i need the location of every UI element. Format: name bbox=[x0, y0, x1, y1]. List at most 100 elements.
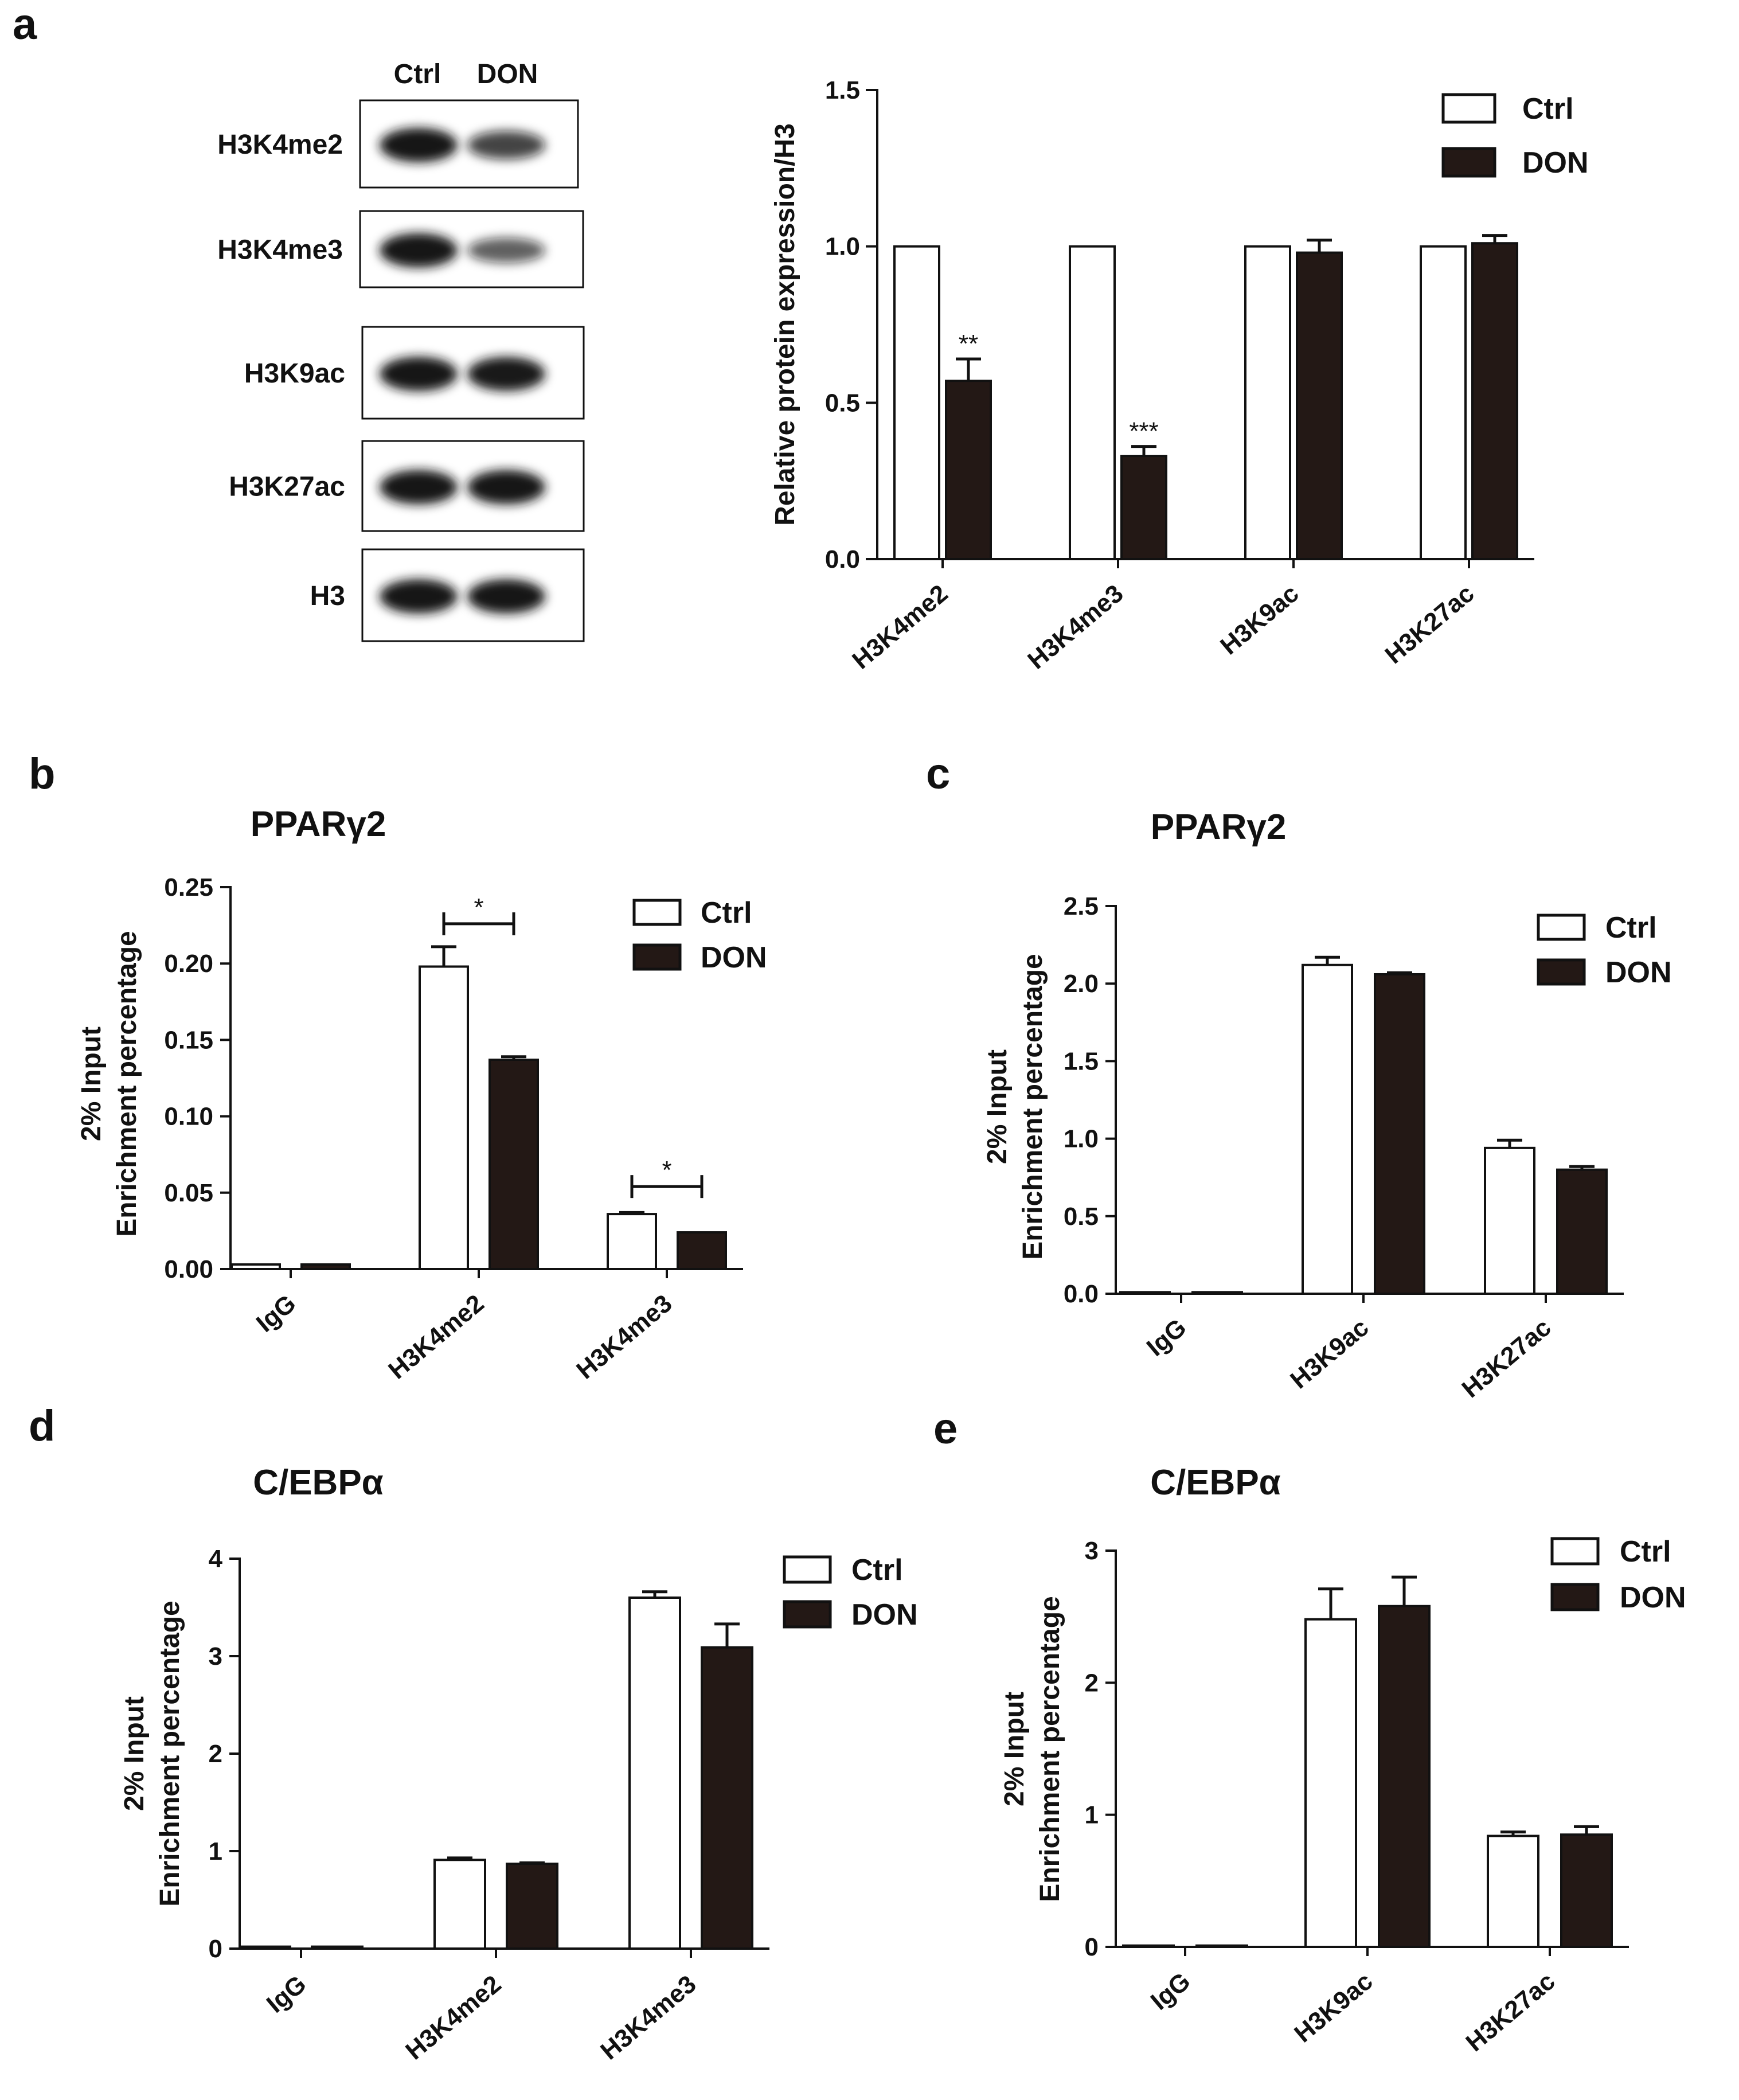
x-tick-label: H3K4me2 bbox=[847, 579, 953, 674]
bar-h3k4me2-don bbox=[945, 380, 992, 560]
panel-label-d: d bbox=[29, 1402, 55, 1450]
bar-h3k9ac-don bbox=[1378, 1605, 1431, 1948]
blot-band-ctrl bbox=[380, 579, 458, 614]
x-tick-label: H3K27ac bbox=[1380, 579, 1480, 669]
bar-h3k4me2-ctrl bbox=[419, 965, 469, 1270]
y-tick-label: 0 bbox=[209, 1935, 222, 1963]
y-axis-label: 2% Input Enrichment percentage bbox=[999, 1596, 1065, 1902]
chart-title: C/EBPα bbox=[253, 1463, 384, 1502]
legend-swatch-don bbox=[1537, 958, 1586, 986]
blot-band-ctrl bbox=[380, 233, 458, 268]
x-tick-label: H3K27ac bbox=[1457, 1313, 1557, 1403]
y-axis-label: Relative protein expression/H3 bbox=[770, 123, 800, 526]
blot-row-label: H3K4me2 bbox=[217, 130, 343, 160]
blot-row-label: H3K27ac bbox=[229, 472, 345, 502]
y-tick-label: 2 bbox=[209, 1740, 222, 1768]
y-tick-label: 3 bbox=[209, 1642, 222, 1670]
legend-swatch-ctrl bbox=[783, 1555, 832, 1584]
legend-label-don: DON bbox=[851, 1598, 918, 1631]
x-tick-label: IgG bbox=[1146, 1967, 1196, 2016]
bar-h3k9ac-ctrl bbox=[1304, 1618, 1357, 1949]
chart-title: C/EBPα bbox=[1150, 1463, 1281, 1502]
bar-igg-ctrl bbox=[230, 1263, 281, 1271]
y-axis-label-line: 2% Input bbox=[999, 1692, 1030, 1806]
bar-igg-ctrl bbox=[1119, 1291, 1171, 1295]
chart-d: d C/EBPα 2% Input Enrichment percentage 0 1 2 3… bbox=[29, 1402, 918, 2066]
chart-b: b PPARγ2 2% Input Enrichment percentage 0.00… bbox=[29, 750, 767, 1385]
legend-swatch-don bbox=[1441, 147, 1496, 178]
y-tick-label: 0 bbox=[1085, 1933, 1099, 1961]
legend-swatch-ctrl bbox=[1537, 914, 1586, 941]
bar-h3k9ac-ctrl bbox=[1244, 245, 1291, 560]
legend-swatch-don bbox=[632, 943, 682, 971]
legend-swatch-ctrl bbox=[1441, 93, 1496, 124]
y-tick-label: 0.00 bbox=[164, 1255, 213, 1283]
bar-h3k27ac-don bbox=[1560, 1833, 1613, 1948]
y-tick-label: 1.5 bbox=[825, 76, 860, 104]
bar-igg-ctrl bbox=[1122, 1944, 1175, 1949]
bar-igg-ctrl bbox=[239, 1945, 291, 1950]
y-tick-label: 0.5 bbox=[825, 389, 860, 417]
bar-igg-don bbox=[311, 1945, 364, 1950]
x-tick-label: H3K4me2 bbox=[400, 1970, 506, 2065]
x-tick-label: IgG bbox=[251, 1289, 302, 1338]
y-axis-label: 2% Input Enrichment percentage bbox=[76, 931, 142, 1236]
blot-column-don: DON bbox=[477, 59, 538, 89]
y-axis-label-line: Enrichment percentage bbox=[112, 931, 142, 1236]
blot-band-ctrl bbox=[380, 470, 458, 505]
bar-h3k4me3-ctrl bbox=[607, 1213, 657, 1270]
panel-label-a: a bbox=[13, 0, 37, 49]
x-tick-label: H3K9ac bbox=[1289, 1967, 1378, 2048]
bar-igg-don bbox=[300, 1263, 351, 1271]
bar-h3k4me2-don bbox=[506, 1863, 558, 1950]
y-tick-label: 1 bbox=[209, 1837, 222, 1865]
blot-row-label: H3K9ac bbox=[244, 358, 345, 389]
y-tick-label: 0.0 bbox=[825, 545, 860, 573]
legend-label-don: DON bbox=[701, 941, 767, 974]
x-tick-label: H3K9ac bbox=[1215, 579, 1304, 660]
blot-band-don bbox=[467, 237, 545, 263]
bar-h3k27ac-don bbox=[1556, 1168, 1608, 1295]
chart-a: Relative protein expression/H3 0.0 0.5 1.0 1… bbox=[770, 76, 1589, 675]
y-tick-label: 2.0 bbox=[1064, 970, 1099, 998]
bar-h3k9ac-don bbox=[1296, 251, 1343, 561]
y-tick-label: 0.0 bbox=[1064, 1280, 1099, 1308]
chart-title: PPARγ2 bbox=[1151, 807, 1287, 847]
blot-band-don bbox=[467, 579, 545, 614]
y-tick-label: 1 bbox=[1085, 1801, 1099, 1829]
x-tick-label: IgG bbox=[1142, 1313, 1192, 1362]
panel-label-c: c bbox=[926, 750, 950, 798]
x-tick-label: IgG bbox=[261, 1970, 312, 2019]
legend-label-don: DON bbox=[1605, 956, 1672, 989]
bar-h3k9ac-don bbox=[1374, 973, 1425, 1295]
y-tick-label: 0.05 bbox=[164, 1179, 213, 1207]
x-tick-label: H3K9ac bbox=[1285, 1313, 1374, 1394]
legend-swatch-ctrl bbox=[632, 899, 682, 926]
bar-h3k9ac-ctrl bbox=[1302, 963, 1353, 1295]
blot-row-label: H3K4me3 bbox=[217, 235, 343, 266]
bar-h3k4me3-ctrl bbox=[1069, 245, 1116, 560]
y-tick-label: 3 bbox=[1085, 1537, 1099, 1565]
bar-h3k27ac-ctrl bbox=[1487, 1834, 1539, 1949]
blot-band-don bbox=[467, 470, 545, 505]
blot-band-ctrl bbox=[380, 128, 458, 162]
y-tick-label: 0.10 bbox=[164, 1103, 213, 1131]
x-tick-label: H3K4me3 bbox=[1022, 579, 1128, 674]
y-tick-label: 0.15 bbox=[164, 1026, 213, 1054]
significance-marker: *** bbox=[1129, 417, 1158, 446]
y-tick-label: 2.5 bbox=[1064, 892, 1099, 920]
panel-label-b: b bbox=[29, 750, 55, 798]
bar-igg-don bbox=[1195, 1944, 1248, 1949]
legend-label-don: DON bbox=[1620, 1581, 1686, 1614]
x-tick-label: H3K4me2 bbox=[383, 1289, 489, 1384]
legend-label-ctrl: Ctrl bbox=[1620, 1535, 1671, 1568]
legend-label-ctrl: Ctrl bbox=[1605, 911, 1657, 944]
blot-row-label: H3 bbox=[310, 581, 345, 611]
legend-label-ctrl: Ctrl bbox=[701, 896, 752, 930]
y-tick-label: 0.25 bbox=[164, 873, 213, 901]
y-axis-label-line: Enrichment percentage bbox=[155, 1601, 185, 1906]
legend-label-ctrl: Ctrl bbox=[851, 1553, 903, 1587]
panel-label-e: e bbox=[933, 1404, 958, 1453]
y-axis-label: 2% Input Enrichment percentage bbox=[119, 1601, 185, 1906]
significance-marker: * bbox=[662, 1156, 671, 1184]
